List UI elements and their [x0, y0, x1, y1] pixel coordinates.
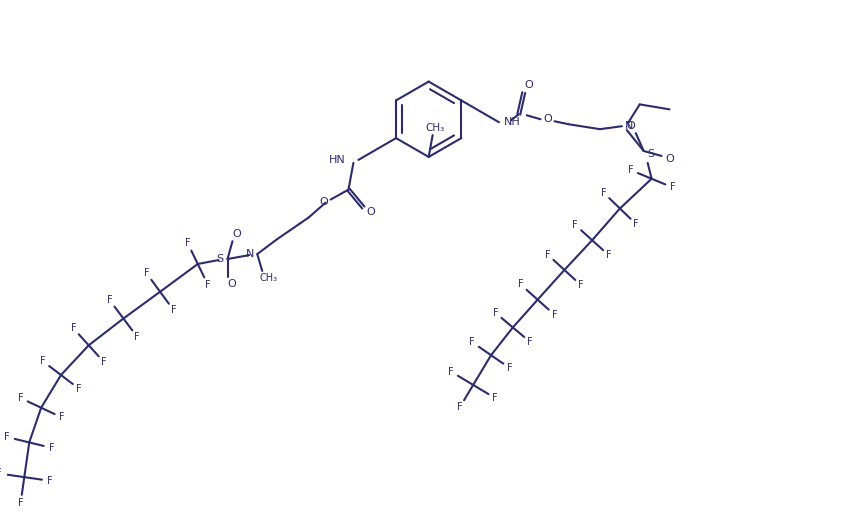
- Text: HN: HN: [329, 155, 346, 165]
- Text: S: S: [216, 254, 223, 264]
- Text: F: F: [76, 384, 82, 394]
- Text: F: F: [205, 279, 211, 289]
- Text: F: F: [527, 337, 533, 347]
- Text: F: F: [134, 332, 140, 342]
- Text: F: F: [507, 363, 513, 373]
- Text: F: F: [492, 393, 498, 403]
- Text: NH: NH: [503, 117, 520, 127]
- Text: F: F: [572, 220, 578, 230]
- Text: F: F: [0, 469, 2, 479]
- Text: F: F: [457, 402, 463, 412]
- Text: O: O: [665, 154, 674, 164]
- Text: F: F: [601, 188, 606, 198]
- Text: F: F: [59, 413, 65, 423]
- Text: F: F: [448, 367, 454, 377]
- Text: F: F: [48, 443, 54, 453]
- Text: O: O: [228, 279, 236, 289]
- Text: F: F: [18, 393, 23, 403]
- Text: O: O: [525, 80, 533, 90]
- Text: F: F: [47, 476, 53, 486]
- Text: F: F: [18, 497, 24, 508]
- Text: F: F: [185, 239, 191, 249]
- Text: O: O: [543, 114, 552, 124]
- Text: F: F: [40, 356, 46, 366]
- Text: CH₃: CH₃: [259, 273, 278, 283]
- Text: F: F: [518, 279, 524, 289]
- Text: F: F: [627, 165, 633, 175]
- Text: N: N: [625, 121, 633, 131]
- Text: F: F: [545, 250, 550, 259]
- Text: F: F: [578, 280, 584, 290]
- Text: S: S: [647, 149, 655, 159]
- Text: F: F: [492, 308, 498, 318]
- Text: N: N: [246, 249, 255, 259]
- Text: CH₃: CH₃: [425, 123, 444, 133]
- Text: F: F: [143, 268, 149, 278]
- Text: O: O: [232, 229, 241, 239]
- Text: O: O: [366, 208, 374, 218]
- Text: O: O: [319, 197, 328, 207]
- Text: F: F: [552, 310, 558, 320]
- Text: F: F: [70, 324, 76, 334]
- Text: O: O: [627, 121, 635, 131]
- Text: F: F: [4, 432, 10, 442]
- Text: F: F: [670, 182, 676, 192]
- Text: F: F: [633, 219, 639, 229]
- Text: F: F: [107, 295, 113, 305]
- Text: F: F: [171, 305, 177, 315]
- Text: F: F: [606, 250, 612, 260]
- Text: F: F: [101, 357, 107, 367]
- Text: F: F: [469, 337, 475, 347]
